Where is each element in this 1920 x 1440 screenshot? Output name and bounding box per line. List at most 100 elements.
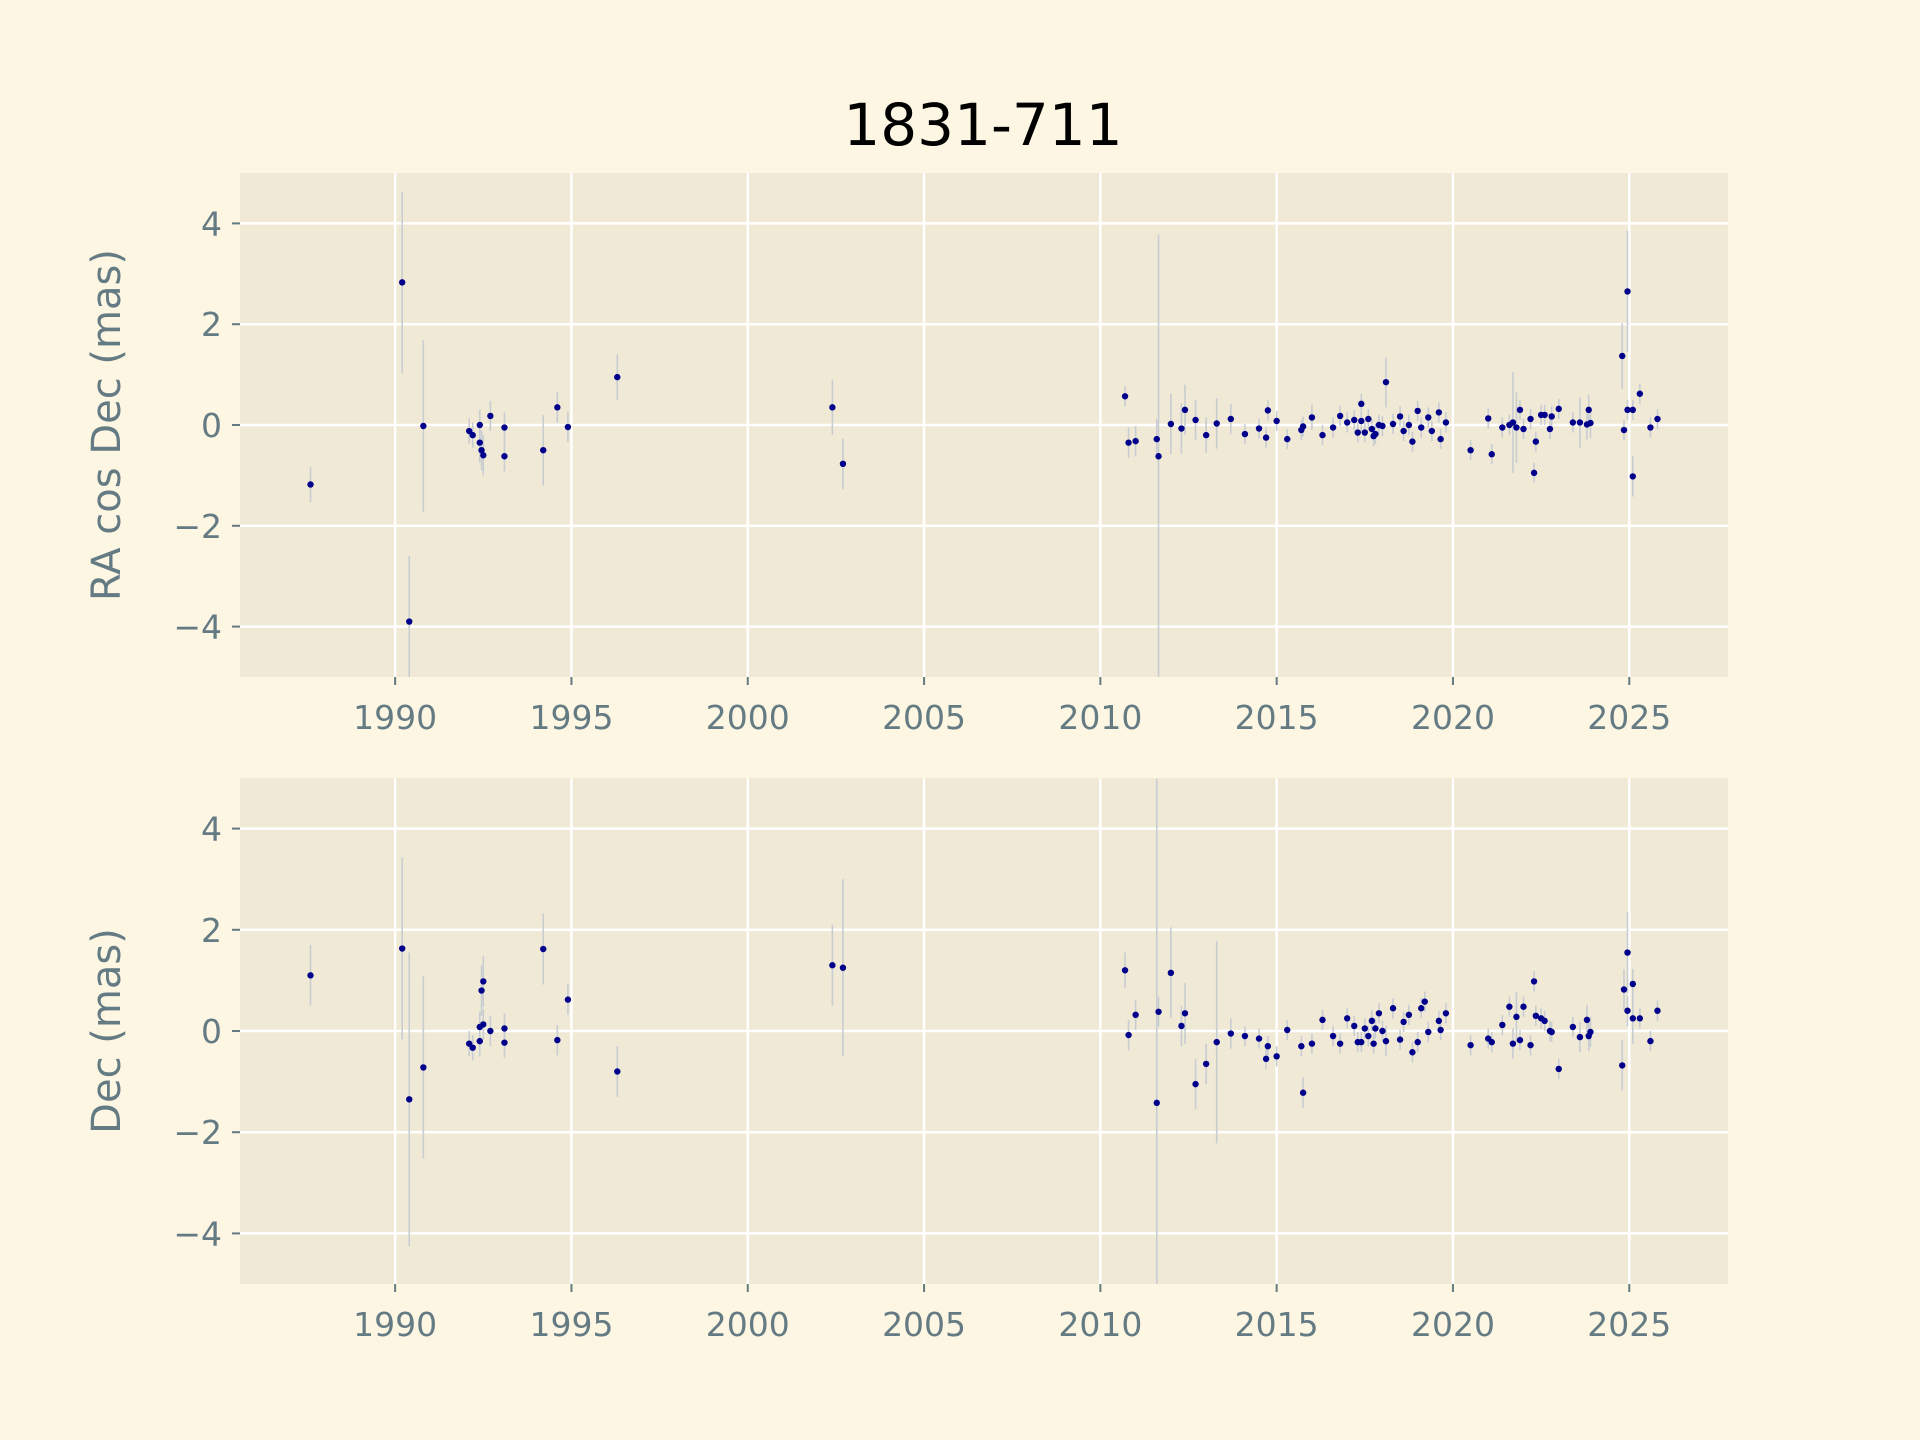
panel-1: 1990 1995 2000 2005 2010 2015 2020 2025 4 2 0 −2 −4 R… <box>84 173 1728 737</box>
data-point <box>1255 425 1263 432</box>
data-point <box>1414 407 1421 415</box>
data-point <box>1555 405 1562 413</box>
data-point <box>1358 400 1365 408</box>
data-point <box>1499 1021 1506 1029</box>
data-point <box>487 412 494 420</box>
data-point <box>1435 1017 1443 1025</box>
data-point <box>1569 419 1577 426</box>
data-point <box>478 987 485 994</box>
data-point <box>554 404 561 411</box>
data-point <box>1418 424 1425 431</box>
data-point <box>476 439 483 446</box>
data-point <box>1400 427 1407 435</box>
data-point <box>1629 473 1636 480</box>
data-point <box>1372 430 1379 438</box>
y-tick-label: 0 <box>201 406 222 445</box>
data-point <box>1153 1099 1160 1107</box>
data-point <box>1435 409 1443 416</box>
data-point <box>469 431 476 439</box>
data-point <box>1499 424 1506 431</box>
data-point <box>1213 420 1220 427</box>
data-point <box>1308 1040 1316 1047</box>
data-point <box>1264 1042 1272 1050</box>
x-tick-label: 2025 <box>1587 1305 1671 1344</box>
data-point <box>1532 438 1540 445</box>
data-point <box>1513 424 1520 431</box>
data-point <box>1361 429 1369 436</box>
data-point <box>1647 1037 1654 1045</box>
data-point <box>1319 431 1326 439</box>
data-point <box>564 423 572 431</box>
data-points <box>307 945 1661 1107</box>
data-point <box>1467 1041 1474 1049</box>
data-point <box>480 1021 487 1028</box>
data-point <box>1437 1026 1444 1034</box>
data-point <box>1351 416 1358 424</box>
data-point <box>1400 1018 1407 1026</box>
data-point <box>1155 1008 1162 1015</box>
data-point <box>1546 425 1554 433</box>
data-point <box>1516 406 1524 414</box>
data-point <box>1647 424 1654 431</box>
data-point <box>476 421 483 429</box>
data-point <box>839 964 847 971</box>
data-point <box>307 481 314 488</box>
y-tick-label: 4 <box>201 204 222 243</box>
data-point <box>1121 967 1129 974</box>
x-tick-label: 2005 <box>882 1305 966 1344</box>
data-point <box>1155 453 1162 460</box>
data-point <box>1629 980 1636 988</box>
data-point <box>1358 417 1365 425</box>
data-point <box>1241 430 1249 438</box>
data-point <box>406 1096 413 1103</box>
data-point <box>1629 406 1636 414</box>
data-point <box>1485 415 1492 422</box>
data-point <box>1132 1011 1139 1019</box>
data-point <box>1343 419 1351 426</box>
data-point <box>1513 1013 1520 1021</box>
data-point <box>487 1027 494 1035</box>
y-tick-label: 2 <box>201 305 222 344</box>
data-point <box>1181 406 1189 414</box>
x-tick-label: 2005 <box>882 698 966 737</box>
data-point <box>1636 390 1644 397</box>
data-point <box>829 962 836 969</box>
data-point <box>1442 419 1450 426</box>
data-points <box>307 279 1661 625</box>
data-point <box>1541 1017 1548 1025</box>
data-point <box>1132 437 1139 445</box>
y-tick-label: −2 <box>173 1113 222 1152</box>
y-tick-label: −4 <box>173 1214 222 1253</box>
data-point <box>1368 425 1376 433</box>
data-point <box>1284 1026 1291 1034</box>
data-point <box>1262 434 1270 441</box>
data-point <box>1308 414 1316 421</box>
data-point <box>480 978 487 985</box>
data-point <box>1620 426 1628 434</box>
data-point <box>1192 1080 1199 1088</box>
data-point <box>1520 425 1527 433</box>
data-point <box>1382 378 1390 386</box>
data-point <box>1488 451 1495 458</box>
x-tick-label: 2010 <box>1058 1305 1142 1344</box>
data-point <box>1414 1038 1421 1046</box>
data-point <box>1368 1017 1376 1025</box>
data-point <box>1425 414 1432 421</box>
y-axis-label: RA cos Dec (mas) <box>84 249 130 601</box>
data-point <box>1343 1015 1351 1022</box>
data-point <box>420 422 427 430</box>
data-point <box>1370 1040 1377 1047</box>
data-point <box>1255 1035 1263 1042</box>
data-point <box>1587 419 1594 427</box>
data-point <box>1409 1049 1416 1056</box>
x-tick-label: 2000 <box>706 698 790 737</box>
data-point <box>1192 416 1199 424</box>
data-point <box>1619 352 1626 360</box>
y-tick-label: 4 <box>201 810 222 849</box>
data-point <box>1336 412 1344 420</box>
data-point <box>1262 1055 1270 1063</box>
data-point <box>1178 1022 1185 1030</box>
data-point <box>1629 1015 1636 1022</box>
data-point <box>307 972 314 979</box>
data-point <box>1548 1028 1555 1036</box>
